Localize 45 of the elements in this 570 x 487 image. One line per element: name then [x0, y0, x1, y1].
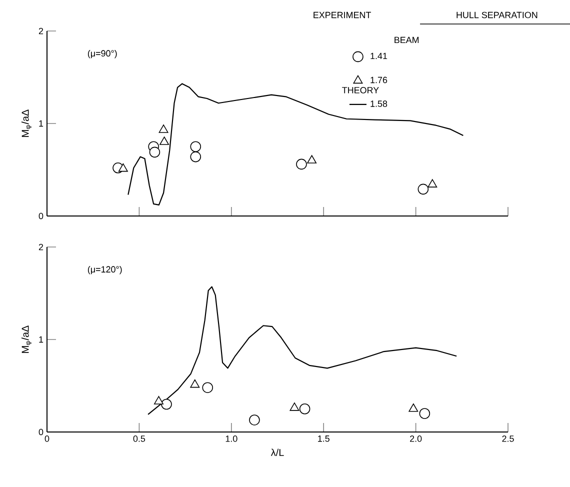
- annotation: THEORY: [342, 87, 379, 94]
- point: [161, 398, 172, 410]
- point: [307, 155, 317, 164]
- point: [419, 408, 430, 419]
- point: [202, 382, 214, 393]
- point: [160, 136, 170, 145]
- annotation: (μ=90°): [88, 50, 117, 58]
- point: [418, 184, 429, 195]
- y-tick-label: 2: [38, 244, 44, 250]
- point: [290, 402, 300, 411]
- point: [149, 146, 160, 158]
- point: [408, 403, 418, 412]
- point: [296, 158, 307, 170]
- annotation: (μ=120°): [88, 266, 122, 274]
- text: EXPERIMENT: [314, 12, 371, 18]
- point: [299, 403, 310, 414]
- legend-label: 1.76: [370, 76, 388, 84]
- annotation: BEAM: [394, 36, 419, 44]
- x-tick-label: 2.0: [410, 436, 422, 442]
- point: [249, 414, 260, 426]
- x-tick-label: 1.5: [318, 436, 330, 442]
- point: [190, 141, 202, 152]
- line-series: [148, 286, 458, 415]
- x-tick-label: 0.5: [133, 436, 146, 442]
- point: [190, 379, 200, 388]
- point: [428, 179, 438, 188]
- x-tick-label: 0: [44, 436, 50, 442]
- line-series: [128, 83, 464, 206]
- text: HULL SEPARATION: [456, 12, 538, 18]
- x-axis-title: λ/L: [270, 448, 284, 456]
- legend-label: 1.41: [370, 52, 388, 60]
- y-tick-label: 1: [39, 336, 44, 343]
- y-tick-label: 0: [38, 428, 44, 436]
- y-axis-title: M$_{φ}$/aΔ: [21, 326, 32, 353]
- point: [118, 163, 128, 172]
- point: [154, 396, 164, 404]
- y-tick-label: 1: [39, 120, 44, 127]
- y-tick-label: 0: [38, 212, 44, 220]
- y-tick-label: 2: [38, 28, 44, 34]
- x-tick-label: 2.5: [502, 436, 514, 442]
- legend-label: 1.58: [370, 100, 388, 107]
- y-axis-title: M$_{φ}$/aΔ: [21, 110, 32, 137]
- point: [190, 151, 202, 162]
- x-tick-label: 1.0: [226, 436, 238, 442]
- point: [158, 124, 168, 133]
